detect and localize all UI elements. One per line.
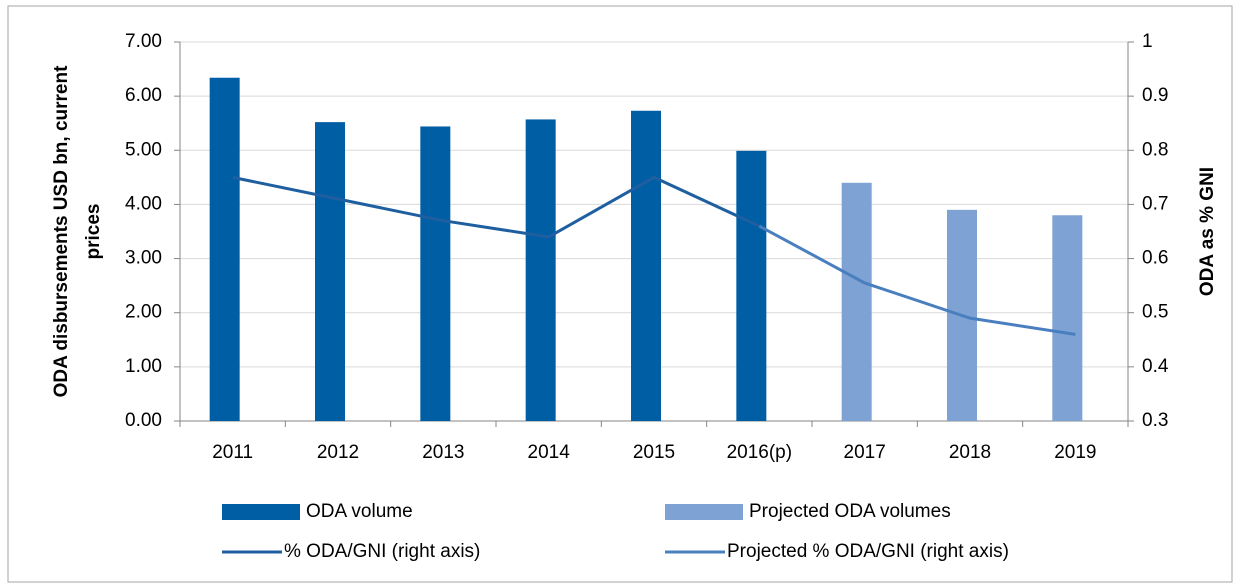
bar [315, 122, 345, 421]
line [758, 224, 1076, 336]
chart-border [7, 5, 1233, 583]
x-tick-label: 2013 [422, 442, 464, 463]
y-axis-title: ODA disbursements USD bn, current [51, 65, 72, 398]
x-tick-label: 2012 [317, 442, 359, 463]
x-tick-label: 2016(p) [727, 442, 793, 463]
bar [736, 150, 767, 421]
y-axis-title: prices [83, 204, 104, 260]
y-tick-label: 4.00 [125, 193, 162, 214]
y2-tick-label: 0.9 [1142, 85, 1168, 106]
legend-swatch [665, 504, 743, 520]
y2-tick-label: 1 [1142, 31, 1153, 52]
y-tick-label: 3.00 [125, 248, 162, 269]
bar [1052, 215, 1083, 421]
legend-label: Projected % ODA/GNI (right axis) [727, 541, 1009, 562]
y2-tick-label: 0.4 [1142, 356, 1169, 377]
bar [420, 126, 451, 421]
y-tick-label: 1.00 [125, 356, 162, 377]
x-tick-label: 2011 [212, 442, 253, 463]
bar [525, 119, 556, 421]
y2-tick-label: 0.5 [1142, 302, 1168, 323]
y-tick-label: 7.00 [125, 31, 162, 52]
x-tick-label: 2017 [844, 442, 886, 463]
y2-tick-label: 0.6 [1142, 248, 1168, 269]
y-tick-label: 0.00 [125, 410, 162, 431]
y2-axis-title: ODA as % GNI [1197, 167, 1218, 296]
x-tick-label: 2018 [949, 442, 991, 463]
legend-swatch [222, 504, 300, 520]
y-tick-label: 6.00 [125, 85, 162, 106]
bar [209, 77, 240, 421]
y2-tick-label: 0.7 [1142, 193, 1168, 214]
y-tick-label: 2.00 [125, 302, 162, 323]
bar [841, 182, 872, 421]
x-tick-label: 2019 [1054, 442, 1096, 463]
y2-tick-label: 0.3 [1142, 410, 1168, 431]
x-tick-label: 2015 [633, 442, 675, 463]
x-tick-label: 2014 [528, 442, 571, 463]
y-tick-label: 5.00 [125, 139, 162, 160]
legend-label: Projected ODA volumes [749, 501, 951, 522]
legend-label: ODA volume [306, 501, 413, 522]
bar [631, 110, 661, 422]
y2-tick-label: 0.8 [1142, 139, 1168, 160]
line [232, 175, 760, 239]
legend-label: % ODA/GNI (right axis) [284, 541, 480, 562]
